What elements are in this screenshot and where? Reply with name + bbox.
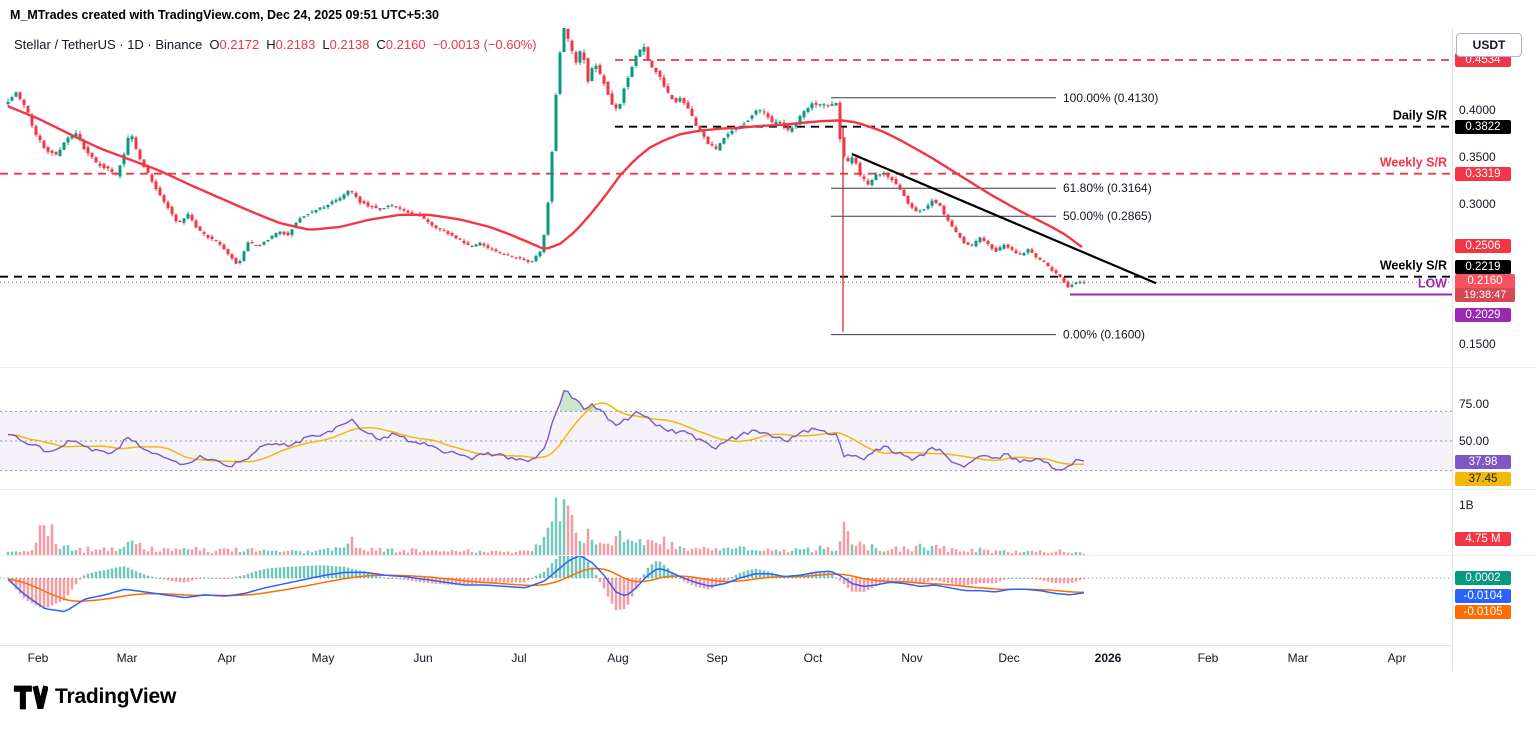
symbol-legend[interactable]: Stellar / TetherUS · 1D · Binance O0.2172…: [14, 37, 537, 52]
price-pane-canvas[interactable]: Daily S/R Weekly S/R Weekly S/R LOW 100.00% …: [0, 28, 1452, 360]
level-label-low-line: LOW: [1418, 277, 1447, 291]
ma-price-badge: 0.2506: [1455, 238, 1511, 253]
time-axis-label: Apr: [1387, 651, 1407, 665]
fib-level-label: 100.00% (0.4130): [1063, 91, 1158, 105]
pane-separator: [0, 555, 1536, 556]
volume-value-badge: 4.75 M: [1455, 531, 1511, 546]
price-axis-tick: 0.1500: [1459, 337, 1496, 351]
candles[interactable]: [6, 28, 1086, 288]
time-axis-label: May: [311, 651, 335, 665]
rsi-value-badge: 37.98: [1455, 454, 1511, 469]
level-badge-low-line: 0.2029: [1455, 308, 1511, 323]
time-axis-label: Nov: [901, 651, 923, 665]
symbol-title: Stellar / TetherUS · 1D · Binance: [14, 37, 203, 52]
rsi-axis-tick: 50.00: [1459, 434, 1490, 448]
level-badge-daily-sr: 0.3822: [1455, 119, 1511, 134]
level-label-weekly-sr-lower: Weekly S/R: [1380, 259, 1447, 273]
moving-average-line[interactable]: [7, 105, 1083, 250]
fib-level-label: 50.00% (0.2865): [1063, 209, 1152, 223]
rsi-ma-line[interactable]: [7, 402, 1085, 466]
rsi-ma-value-badge: 37.45: [1455, 471, 1511, 486]
last-price-value: 0.2160: [1467, 275, 1503, 288]
macd-hist-value-badge: 0.0002: [1455, 570, 1511, 585]
fib-level-label: 61.80% (0.3164): [1063, 181, 1152, 195]
price-scale[interactable]: 0.4000 0.3500 0.3000 0.1500 0.4534 0.3822 0.33…: [1453, 0, 1536, 734]
tradingview-logo[interactable]: TradingView: [12, 684, 176, 710]
macd-pane-canvas[interactable]: [0, 556, 1452, 642]
axis-border: [1452, 28, 1453, 671]
tradingview-logo-text: TradingView: [55, 685, 177, 708]
level-badge-weekly-sr-upper: 0.3319: [1455, 166, 1511, 181]
ohlc-low: L0.2138: [322, 37, 370, 52]
currency-button[interactable]: USDT: [1456, 33, 1522, 57]
macd-signal-value-badge: -0.0105: [1455, 604, 1511, 619]
rsi-overbought-fill: [560, 390, 600, 412]
time-axis-label: Oct: [803, 651, 823, 665]
last-price-badge: 0.2160 19:38:47: [1455, 274, 1515, 303]
time-axis-label: Jun: [413, 651, 433, 665]
rsi-pane-canvas[interactable]: [0, 368, 1452, 490]
ohlc-open: O0.2172: [209, 37, 260, 52]
level-label-weekly-sr-upper: Weekly S/R: [1380, 156, 1447, 170]
time-axis-label: Mar: [116, 651, 138, 665]
volume-axis-tick: 1B: [1459, 498, 1474, 512]
tradingview-icon: [13, 685, 48, 710]
time-axis-label: Jul: [511, 651, 527, 665]
macd-line[interactable]: [7, 556, 1085, 613]
fib-level-label: 0.00% (0.1600): [1063, 328, 1145, 342]
price-axis-tick: 0.3000: [1459, 196, 1496, 211]
ohlc-close: C0.2160: [376, 37, 426, 52]
trendline[interactable]: [851, 152, 1157, 285]
time-axis-label: Apr: [217, 651, 237, 665]
pane-separator: [0, 367, 1536, 368]
pane-separator: [0, 489, 1536, 490]
time-axis-label: Feb: [27, 651, 49, 665]
level-label-daily-sr: Daily S/R: [1393, 109, 1447, 123]
time-axis-label: Aug: [607, 651, 629, 665]
macd-line-value-badge: -0.0104: [1455, 588, 1511, 603]
countdown-timer: 19:38:47: [1455, 288, 1515, 303]
time-axis-label: Dec: [998, 651, 1020, 665]
attribution-text: M_MTrades created with TradingView.com, …: [10, 8, 440, 22]
time-axis[interactable]: Feb Mar Apr May Jun Jul Aug Sep Oct Nov Dec 2026 Feb…: [0, 645, 1452, 671]
macd-signal-line[interactable]: [7, 567, 1085, 603]
rsi-line[interactable]: [7, 389, 1085, 471]
time-axis-label: Sep: [706, 651, 728, 665]
volume-bars[interactable]: [6, 497, 1086, 556]
level-badge-weekly-sr-lower: 0.2219: [1455, 259, 1511, 274]
time-axis-label: Mar: [1287, 651, 1309, 665]
price-change: −0.0013 (−0.60%): [432, 37, 537, 52]
price-axis-tick: 0.3500: [1459, 149, 1496, 164]
ohlc-high: H0.2183: [266, 37, 316, 52]
price-axis-tick: 0.4000: [1459, 103, 1496, 117]
volume-pane-canvas[interactable]: [0, 490, 1452, 556]
time-axis-label: Feb: [1197, 651, 1219, 665]
time-axis-label: 2026: [1094, 651, 1122, 665]
rsi-axis-tick: 75.00: [1459, 397, 1490, 411]
